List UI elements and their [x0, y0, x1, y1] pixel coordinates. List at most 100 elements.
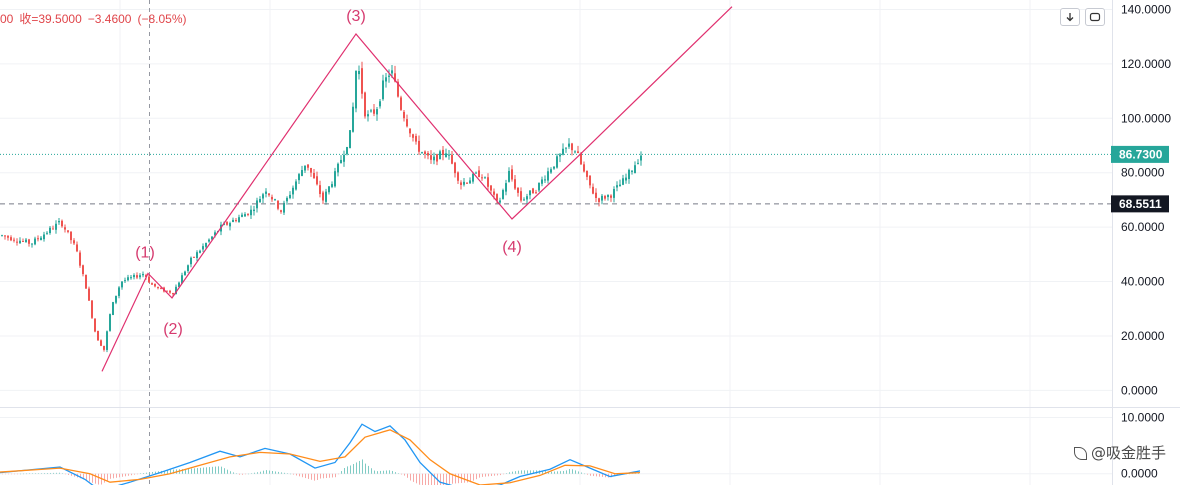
macd-bar: [299, 473, 300, 477]
y-tick-label: 60.0000: [1121, 220, 1165, 234]
candle-body: [232, 219, 234, 222]
candle-body: [586, 170, 588, 177]
candle-body: [145, 275, 147, 278]
candle-body: [70, 231, 72, 241]
macd-bar: [251, 473, 252, 474]
macd-bar: [314, 473, 315, 481]
macd-bar: [137, 473, 138, 475]
candle-body: [571, 143, 573, 151]
macd-bar: [575, 470, 576, 474]
candle-body: [301, 170, 303, 176]
candle-body: [286, 197, 288, 202]
candle-body: [451, 154, 453, 164]
macd-bar: [473, 473, 474, 481]
candle-body: [400, 97, 402, 110]
candle-body: [484, 177, 486, 179]
candle-body: [52, 228, 54, 230]
macd-bar: [398, 473, 399, 474]
candle-body: [604, 195, 606, 199]
macd-bar: [323, 473, 324, 479]
macd-bar: [224, 468, 225, 474]
candle-body: [193, 256, 195, 258]
macd-bar: [17, 473, 18, 475]
candle-body: [160, 287, 162, 289]
candle-body: [553, 166, 555, 169]
candle-body: [388, 75, 390, 77]
arrow-down-button[interactable]: [1060, 8, 1080, 26]
candle-body: [385, 77, 387, 82]
macd-bar: [188, 468, 189, 474]
candle-body: [334, 171, 336, 187]
macd-bar: [476, 473, 477, 480]
macd-bar: [422, 473, 423, 486]
candle-body: [547, 171, 549, 181]
candle-body: [616, 185, 618, 188]
candle-body: [442, 149, 444, 155]
macd-bar: [497, 473, 498, 476]
macd-bar: [341, 471, 342, 474]
macd-bar: [464, 473, 465, 483]
candle-body: [49, 227, 51, 234]
candle-body: [532, 188, 534, 194]
candle-body: [244, 214, 246, 217]
candle-body: [58, 221, 60, 223]
candle-body: [352, 106, 354, 132]
macd-bar: [413, 473, 414, 482]
macd-bar: [353, 463, 354, 474]
refresh-button[interactable]: [1085, 8, 1105, 26]
y-tick-label: 100.0000: [1121, 111, 1171, 125]
macd-bar: [386, 470, 387, 474]
signal-line: [0, 429, 641, 486]
refresh-icon: [1089, 12, 1101, 22]
macd-bar: [317, 473, 318, 480]
macd-bar: [329, 473, 330, 478]
macd-bar: [128, 473, 129, 476]
candle-body: [79, 252, 81, 266]
macd-bar: [611, 473, 612, 478]
macd-bar: [350, 465, 351, 474]
candle-body: [274, 199, 276, 201]
macd-y-tick-label: 10.0000: [1121, 410, 1165, 424]
macd-bar: [356, 462, 357, 474]
macd-bar: [551, 471, 552, 474]
macd-bar: [494, 473, 495, 476]
macd-bar: [149, 472, 150, 474]
macd-bar: [26, 473, 27, 475]
macd-bar: [506, 473, 507, 474]
macd-bar: [104, 473, 105, 483]
macd-bar: [74, 473, 75, 477]
candle-body: [367, 114, 369, 117]
y-tick-label: 0.0000: [1121, 383, 1158, 397]
ohlc-legend: 00 收=39.5000 −3.4600 (−8.05%): [0, 10, 193, 27]
candle-body: [151, 283, 153, 285]
macd-bar: [38, 473, 39, 474]
macd-bar: [533, 470, 534, 474]
macd-bar: [407, 473, 408, 478]
candle-body: [118, 287, 120, 296]
candle-body: [181, 275, 183, 284]
macd-bar: [239, 473, 240, 475]
candle-body: [544, 179, 546, 181]
candle-body: [394, 73, 396, 82]
macd-bar: [230, 471, 231, 474]
candle-body: [1, 235, 3, 237]
candle-body: [430, 155, 432, 160]
y-tick-label: 120.0000: [1121, 57, 1171, 71]
macd-bar: [53, 472, 54, 474]
candle-body: [538, 182, 540, 191]
candle-body: [211, 236, 213, 240]
candle-body: [178, 282, 180, 288]
macd-bar: [47, 473, 48, 474]
candle-body: [283, 202, 285, 213]
macd-bar: [293, 473, 294, 475]
ohlc-change: −3.4600: [87, 12, 132, 26]
macd-bar: [443, 473, 444, 487]
macd-bar: [92, 473, 93, 483]
macd-bar: [80, 473, 81, 479]
candle-body: [121, 281, 123, 288]
candle-body: [259, 199, 261, 203]
leaf-icon: [1073, 447, 1087, 460]
macd-bar: [389, 470, 390, 474]
